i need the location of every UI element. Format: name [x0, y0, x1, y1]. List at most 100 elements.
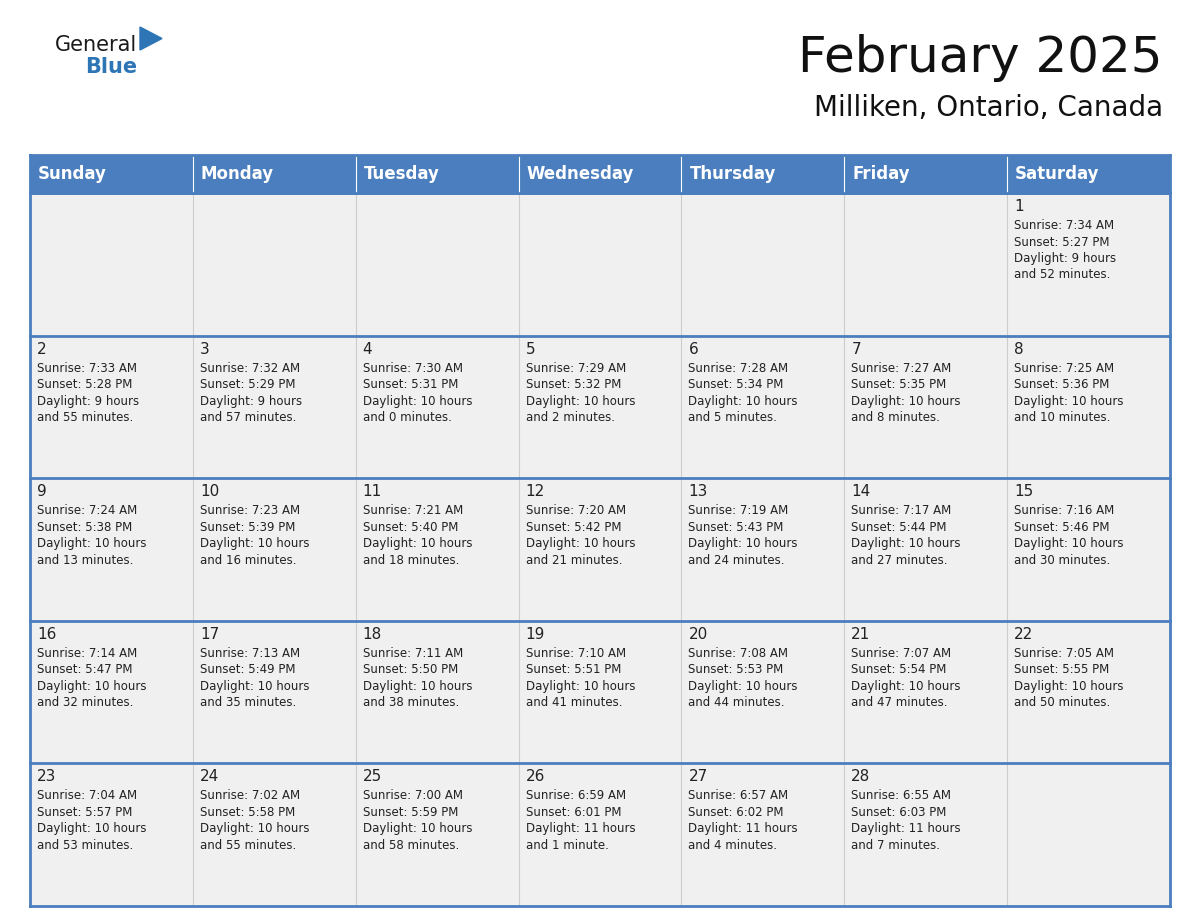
Text: 8: 8	[1015, 341, 1024, 356]
Text: 19: 19	[525, 627, 545, 642]
Text: Sunrise: 7:19 AM: Sunrise: 7:19 AM	[688, 504, 789, 517]
Text: and 21 minutes.: and 21 minutes.	[525, 554, 623, 566]
Text: Sunset: 6:03 PM: Sunset: 6:03 PM	[852, 806, 947, 819]
Text: Daylight: 10 hours: Daylight: 10 hours	[852, 680, 961, 693]
Text: Sunset: 5:40 PM: Sunset: 5:40 PM	[362, 521, 459, 533]
Text: Daylight: 10 hours: Daylight: 10 hours	[37, 823, 146, 835]
Text: Sunrise: 7:08 AM: Sunrise: 7:08 AM	[688, 647, 789, 660]
Text: and 7 minutes.: and 7 minutes.	[852, 839, 940, 852]
Text: and 58 minutes.: and 58 minutes.	[362, 839, 459, 852]
Text: 13: 13	[688, 484, 708, 499]
Text: Sunrise: 7:05 AM: Sunrise: 7:05 AM	[1015, 647, 1114, 660]
Bar	[30, 478, 1170, 621]
Text: Blue: Blue	[86, 57, 137, 77]
Text: Sunset: 5:34 PM: Sunset: 5:34 PM	[688, 378, 784, 391]
Text: Monday: Monday	[201, 165, 274, 183]
Text: 17: 17	[200, 627, 219, 642]
Text: and 16 minutes.: and 16 minutes.	[200, 554, 296, 566]
Text: Sunrise: 7:04 AM: Sunrise: 7:04 AM	[37, 789, 137, 802]
Text: Sunset: 5:53 PM: Sunset: 5:53 PM	[688, 664, 784, 677]
Bar	[30, 336, 1170, 478]
Text: Milliken, Ontario, Canada: Milliken, Ontario, Canada	[814, 94, 1163, 122]
Text: Sunrise: 7:14 AM: Sunrise: 7:14 AM	[37, 647, 138, 660]
Text: Sunset: 5:32 PM: Sunset: 5:32 PM	[525, 378, 621, 391]
Text: Sunset: 5:27 PM: Sunset: 5:27 PM	[1015, 236, 1110, 249]
Text: Daylight: 10 hours: Daylight: 10 hours	[37, 680, 146, 693]
Text: Daylight: 10 hours: Daylight: 10 hours	[200, 537, 309, 550]
Text: Sunrise: 6:57 AM: Sunrise: 6:57 AM	[688, 789, 789, 802]
Text: 27: 27	[688, 769, 708, 784]
Text: Thursday: Thursday	[689, 165, 776, 183]
Text: Sunset: 5:54 PM: Sunset: 5:54 PM	[852, 664, 947, 677]
Text: Daylight: 10 hours: Daylight: 10 hours	[525, 680, 636, 693]
Text: Daylight: 10 hours: Daylight: 10 hours	[362, 823, 472, 835]
Text: Saturday: Saturday	[1015, 165, 1100, 183]
Text: and 10 minutes.: and 10 minutes.	[1015, 411, 1111, 424]
Text: and 1 minute.: and 1 minute.	[525, 839, 608, 852]
Text: Sunrise: 7:29 AM: Sunrise: 7:29 AM	[525, 362, 626, 375]
Text: Sunrise: 7:07 AM: Sunrise: 7:07 AM	[852, 647, 952, 660]
Text: Daylight: 9 hours: Daylight: 9 hours	[200, 395, 302, 408]
Polygon shape	[140, 27, 162, 50]
Text: 1: 1	[1015, 199, 1024, 214]
Text: 20: 20	[688, 627, 708, 642]
Text: Sunrise: 7:27 AM: Sunrise: 7:27 AM	[852, 362, 952, 375]
Text: 26: 26	[525, 769, 545, 784]
Text: Sunset: 5:35 PM: Sunset: 5:35 PM	[852, 378, 947, 391]
Text: General: General	[55, 35, 138, 55]
Text: 16: 16	[37, 627, 56, 642]
Text: Sunset: 5:59 PM: Sunset: 5:59 PM	[362, 806, 459, 819]
Text: and 27 minutes.: and 27 minutes.	[852, 554, 948, 566]
Text: Daylight: 10 hours: Daylight: 10 hours	[525, 395, 636, 408]
Text: Friday: Friday	[852, 165, 910, 183]
Text: 22: 22	[1015, 627, 1034, 642]
Text: 5: 5	[525, 341, 536, 356]
Text: Daylight: 10 hours: Daylight: 10 hours	[362, 537, 472, 550]
Text: Sunset: 5:49 PM: Sunset: 5:49 PM	[200, 664, 296, 677]
Text: Daylight: 10 hours: Daylight: 10 hours	[1015, 395, 1124, 408]
Text: Sunday: Sunday	[38, 165, 107, 183]
Text: Sunset: 6:01 PM: Sunset: 6:01 PM	[525, 806, 621, 819]
Text: Sunrise: 7:16 AM: Sunrise: 7:16 AM	[1015, 504, 1114, 517]
Text: Daylight: 10 hours: Daylight: 10 hours	[688, 395, 798, 408]
Text: Daylight: 10 hours: Daylight: 10 hours	[852, 537, 961, 550]
Text: 14: 14	[852, 484, 871, 499]
Text: Sunset: 5:58 PM: Sunset: 5:58 PM	[200, 806, 295, 819]
Text: and 41 minutes.: and 41 minutes.	[525, 696, 623, 710]
Text: and 13 minutes.: and 13 minutes.	[37, 554, 133, 566]
Text: Daylight: 10 hours: Daylight: 10 hours	[200, 823, 309, 835]
Text: Daylight: 10 hours: Daylight: 10 hours	[1015, 537, 1124, 550]
Text: Daylight: 9 hours: Daylight: 9 hours	[37, 395, 139, 408]
Text: and 53 minutes.: and 53 minutes.	[37, 839, 133, 852]
Text: 24: 24	[200, 769, 219, 784]
Text: Sunrise: 7:02 AM: Sunrise: 7:02 AM	[200, 789, 301, 802]
Text: and 57 minutes.: and 57 minutes.	[200, 411, 296, 424]
Text: and 2 minutes.: and 2 minutes.	[525, 411, 614, 424]
Text: 2: 2	[37, 341, 46, 356]
Text: 4: 4	[362, 341, 372, 356]
Text: Sunset: 5:31 PM: Sunset: 5:31 PM	[362, 378, 459, 391]
Text: Sunset: 5:50 PM: Sunset: 5:50 PM	[362, 664, 457, 677]
Text: Sunrise: 7:32 AM: Sunrise: 7:32 AM	[200, 362, 301, 375]
Text: 10: 10	[200, 484, 219, 499]
Text: and 32 minutes.: and 32 minutes.	[37, 696, 133, 710]
Text: Daylight: 11 hours: Daylight: 11 hours	[852, 823, 961, 835]
Text: Sunset: 5:51 PM: Sunset: 5:51 PM	[525, 664, 621, 677]
Text: and 0 minutes.: and 0 minutes.	[362, 411, 451, 424]
Text: Sunset: 5:43 PM: Sunset: 5:43 PM	[688, 521, 784, 533]
Text: and 52 minutes.: and 52 minutes.	[1015, 268, 1111, 282]
Text: Daylight: 11 hours: Daylight: 11 hours	[525, 823, 636, 835]
Text: 7: 7	[852, 341, 861, 356]
Text: and 24 minutes.: and 24 minutes.	[688, 554, 785, 566]
Text: Tuesday: Tuesday	[364, 165, 440, 183]
Text: Sunrise: 7:17 AM: Sunrise: 7:17 AM	[852, 504, 952, 517]
Text: 18: 18	[362, 627, 383, 642]
Text: Sunset: 5:29 PM: Sunset: 5:29 PM	[200, 378, 296, 391]
Text: Daylight: 11 hours: Daylight: 11 hours	[688, 823, 798, 835]
Text: and 38 minutes.: and 38 minutes.	[362, 696, 459, 710]
Text: Sunset: 6:02 PM: Sunset: 6:02 PM	[688, 806, 784, 819]
Text: Sunrise: 7:10 AM: Sunrise: 7:10 AM	[525, 647, 626, 660]
Text: Sunrise: 7:00 AM: Sunrise: 7:00 AM	[362, 789, 462, 802]
Text: 9: 9	[37, 484, 46, 499]
Text: 21: 21	[852, 627, 871, 642]
